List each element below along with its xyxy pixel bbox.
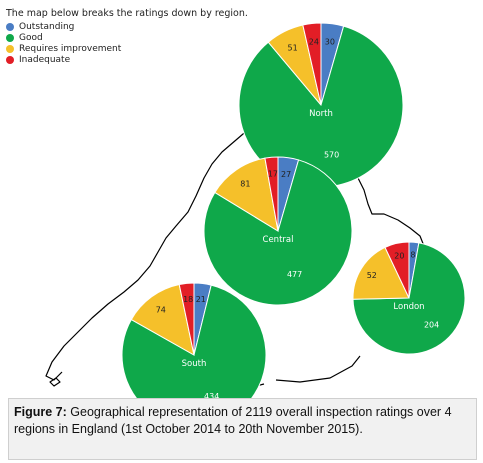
legend-swatch-inadequate: [6, 55, 14, 64]
caption-box: [8, 398, 477, 460]
legend-item-inadequate: Inadequate: [6, 54, 121, 65]
legend-item-requires-improvement: Requires improvement: [6, 43, 121, 54]
legend-label-requires-improvement: Requires improvement: [19, 43, 122, 54]
data-label-central-outstanding: 27: [281, 170, 291, 179]
data-label-london-requires-improvement: 52: [367, 271, 377, 280]
data-label-central-inadequate: 17: [268, 170, 278, 179]
data-label-north-good: 570: [324, 151, 339, 160]
slice-north-inadequate: [302, 22, 322, 106]
data-label-south-inadequate: 18: [183, 295, 193, 304]
pie-central: 27 477 81 17 Central: [203, 156, 353, 306]
caption-label: Figure 7:: [14, 405, 67, 419]
intro-text: The map below breaks the ratings down by…: [6, 8, 248, 19]
slice-north-good: [238, 25, 404, 188]
legend-label-outstanding: Outstanding: [19, 21, 75, 32]
legend-label-inadequate: Inadequate: [19, 54, 71, 65]
slice-london-requires-improvement: [352, 246, 410, 300]
regional-pies: 30 570 51 24 North 27 477 81 17 Central 8 204 52 20 Lo…: [121, 22, 466, 428]
slice-south-inadequate: [178, 282, 195, 356]
data-label-south-outstanding: 21: [196, 295, 206, 304]
data-label-london-inadequate: 20: [394, 251, 404, 260]
data-label-north-outstanding: 30: [325, 38, 335, 47]
figure-caption: Figure 7: Geographical representation of…: [14, 404, 474, 438]
slice-south-requires-improvement: [130, 283, 195, 356]
legend-label-good: Good: [19, 32, 43, 43]
legend-item-good: Good: [6, 32, 121, 43]
slice-london-inadequate: [384, 241, 410, 299]
slice-central-inadequate: [264, 156, 279, 232]
data-label-london-outstanding: 8: [410, 251, 415, 260]
legend-swatch-outstanding: [6, 22, 14, 31]
data-label-south-good: 434: [204, 392, 219, 401]
caption-text: Geographical representation of 2119 over…: [14, 405, 452, 436]
region-label-london: London: [393, 302, 424, 312]
data-label-london-good: 204: [424, 320, 439, 329]
slice-central-good: [203, 159, 353, 306]
pie-london: 8 204 52 20 London: [352, 241, 466, 355]
slice-central-requires-improvement: [214, 157, 279, 233]
region-label-central: Central: [263, 235, 294, 245]
legend-swatch-requires-improvement: [6, 44, 14, 53]
legend: Outstanding Good Requires improvement In…: [6, 21, 121, 65]
pie-north: 30 570 51 24 North: [238, 22, 404, 188]
data-label-north-inadequate: 24: [309, 37, 319, 46]
region-label-north: North: [309, 109, 333, 119]
data-label-central-requires-improvement: 81: [240, 179, 250, 188]
pie-south: 21 434 74 18 South: [121, 282, 267, 428]
data-label-central-good: 477: [287, 270, 302, 279]
legend-item-outstanding: Outstanding: [6, 21, 121, 32]
data-label-north-requires-improvement: 51: [288, 44, 298, 53]
legend-swatch-good: [6, 33, 14, 42]
region-label-south: South: [182, 359, 207, 369]
data-label-south-requires-improvement: 74: [156, 306, 166, 315]
